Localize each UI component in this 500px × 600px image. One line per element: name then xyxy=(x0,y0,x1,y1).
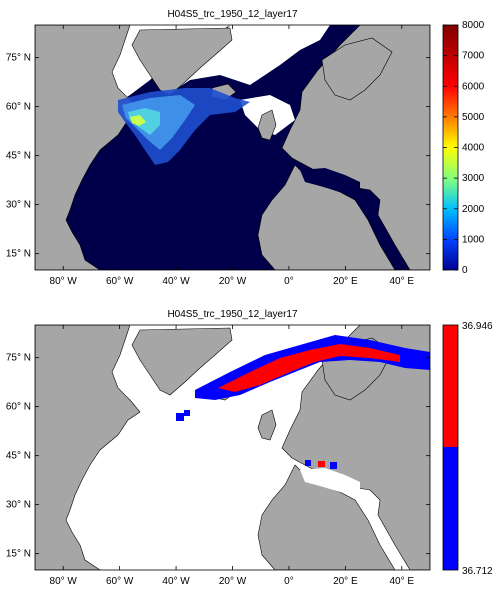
north-america-land-bottom xyxy=(35,325,141,570)
top-colorbar-tick-label-7: 7000 xyxy=(462,51,485,62)
british-isles-land-bottom xyxy=(257,409,277,441)
top-colorbar-tick-label-2: 2000 xyxy=(462,204,485,215)
top-y-tick-label-2: 45° N xyxy=(6,151,31,162)
top-map-title: H04S5_trc_1950_12_layer17 xyxy=(167,9,298,20)
bottom-y-tick-label-4: 75° N xyxy=(6,353,31,364)
top-x-tick-label-1: 60° W xyxy=(106,276,134,287)
bottom-x-tick-label-5: 20° E xyxy=(333,576,358,587)
scandinavia-land xyxy=(321,37,393,101)
tracer-patch-labrador xyxy=(176,413,184,421)
bottom-y-tick-label-3: 60° N xyxy=(6,402,31,413)
tracer-patch-labrador-2 xyxy=(184,410,190,416)
top-colorbar-tick-label-5: 5000 xyxy=(462,112,485,123)
top-map-panel: H04S5_trc_1950_12_layer17 xyxy=(6,9,485,287)
bottom-y-tick-label-0: 15° N xyxy=(6,549,31,560)
top-x-tick-label-0: 80° W xyxy=(50,276,78,287)
top-y-tick-label-1: 30° N xyxy=(6,200,31,211)
top-map-axis-ticks: 80° W 60° W 40° W 20° W 0° 20° E 40° E 15° N 30°… xyxy=(6,25,430,287)
top-y-tick-label-4: 75° N xyxy=(6,53,31,64)
bottom-y-tick-label-1: 30° N xyxy=(6,500,31,511)
bottom-colorbar-low xyxy=(443,447,458,570)
bottom-colorbar-max-label: 36.946 xyxy=(462,321,493,332)
bottom-colorbar-high xyxy=(443,325,458,447)
top-colorbar-tick-label-0: 0 xyxy=(462,265,468,276)
top-colorbar-tick-label-8: 8000 xyxy=(462,20,485,31)
bottom-x-tick-label-4: 0° xyxy=(284,576,294,587)
top-y-tick-label-3: 60° N xyxy=(6,102,31,113)
bottom-x-tick-label-6: 40° E xyxy=(389,576,414,587)
bottom-x-tick-label-3: 20° W xyxy=(219,576,247,587)
bottom-map-title: H04S5_trc_1950_12_layer17 xyxy=(167,309,298,320)
bottom-map-figure: 80° W 60° W 40° W 20° W 0° 20° E 40° E 15° N 30°… xyxy=(6,321,493,587)
top-map-figure: 80° W 60° W 40° W 20° W 0° 20° E 40° E 15° N 30°… xyxy=(6,20,485,287)
bottom-x-tick-label-1: 60° W xyxy=(106,576,134,587)
tracer-band-high xyxy=(218,344,400,392)
top-no-data-north xyxy=(175,25,330,90)
top-colorbar-ticks: 0 1000 2000 3000 4000 5000 6000 7000 8000 xyxy=(443,20,485,276)
top-colorbar-tick-label-3: 3000 xyxy=(462,173,485,184)
mediterranean-sea xyxy=(300,168,360,195)
mediterranean-sea-bottom xyxy=(300,468,360,495)
top-colorbar-tick-label-1: 1000 xyxy=(462,234,485,245)
bottom-map-axis-ticks: 80° W 60° W 40° W 20° W 0° 20° E 40° E 15° N 30°… xyxy=(6,325,430,587)
bottom-y-tick-label-2: 45° N xyxy=(6,451,31,462)
bottom-colorbar-min-label: 36.712 xyxy=(462,566,493,577)
bottom-map-panel: H04S5_trc_1950_12_layer17 xyxy=(0,300,500,600)
tracer-patch-med-1 xyxy=(305,460,311,466)
top-x-tick-label-6: 40° E xyxy=(389,276,414,287)
tracer-plume-peak xyxy=(130,115,146,126)
top-x-tick-label-4: 0° xyxy=(284,276,294,287)
greenland-land-bottom xyxy=(131,327,233,396)
north-america-land xyxy=(35,25,141,270)
top-x-tick-label-5: 20° E xyxy=(333,276,358,287)
top-colorbar-tick-label-4: 4000 xyxy=(462,143,485,154)
bottom-x-tick-label-0: 80° W xyxy=(50,576,78,587)
greenland-land xyxy=(131,27,233,96)
tracer-patch-med-3 xyxy=(330,462,337,469)
top-x-tick-label-2: 40° W xyxy=(162,276,190,287)
british-isles-land xyxy=(257,109,277,141)
top-x-tick-label-3: 20° W xyxy=(219,276,247,287)
bottom-colorbar-frame xyxy=(442,324,459,571)
bottom-x-tick-label-2: 40° W xyxy=(162,576,190,587)
top-y-tick-label-0: 15° N xyxy=(6,249,31,260)
tracer-patch-med-2 xyxy=(318,461,325,467)
top-colorbar-tick-label-6: 6000 xyxy=(462,81,485,92)
